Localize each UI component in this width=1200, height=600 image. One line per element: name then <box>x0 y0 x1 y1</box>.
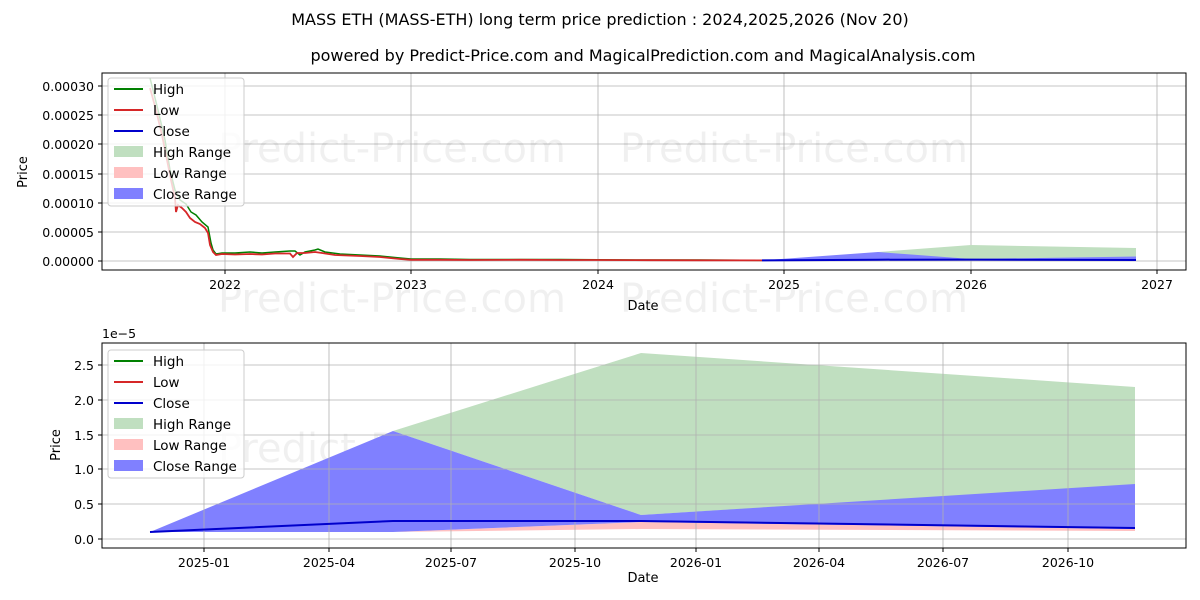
top-x-tick-labels: 2022 2023 2024 2025 2026 2027 <box>209 277 1173 292</box>
bottom-close-line <box>149 520 1136 533</box>
bottom-chart: Predict-Price.com Predict-Price.com <box>49 326 1187 586</box>
watermark: Predict-Price.com <box>218 276 566 322</box>
bottom-offset-label: 1e−5 <box>102 326 136 341</box>
svg-text:2026-04: 2026-04 <box>793 555 845 570</box>
legend-close-label: Close <box>153 396 190 412</box>
watermark: Predict-Price.com <box>620 126 968 172</box>
bottom-x-axis-label: Date <box>627 571 658 586</box>
legend-close-range-swatch <box>114 460 143 471</box>
top-grid <box>102 73 1186 270</box>
bottom-x-tick-labels: 2025-01 2025-04 2025-07 2025-10 2026-01 … <box>178 555 1094 570</box>
top-close-line <box>761 258 1137 262</box>
svg-text:2022: 2022 <box>209 277 241 292</box>
legend-high-range-swatch <box>114 418 143 429</box>
svg-text:2023: 2023 <box>395 277 427 292</box>
svg-text:1.5: 1.5 <box>74 428 94 443</box>
svg-text:2025-01: 2025-01 <box>178 555 230 570</box>
svg-text:2026: 2026 <box>955 277 987 292</box>
legend-high-range-label: High Range <box>153 417 231 433</box>
svg-text:0.00020: 0.00020 <box>42 137 94 152</box>
watermark: Predict-Price.com <box>218 126 566 172</box>
svg-text:0.00025: 0.00025 <box>42 108 94 123</box>
svg-text:2025-10: 2025-10 <box>549 555 601 570</box>
svg-text:2026-01: 2026-01 <box>670 555 722 570</box>
bottom-y-tick-labels: 2.5 2.0 1.5 1.0 0.5 0.0 <box>74 358 94 547</box>
legend-high-range-label: High Range <box>153 145 231 161</box>
chart-subtitle: powered by Predict-Price.com and Magical… <box>310 46 976 65</box>
legend-low-label: Low <box>153 103 180 119</box>
watermark: Predict-Price.com <box>620 276 968 322</box>
legend-close-range-label: Close Range <box>153 459 237 475</box>
legend-high-label: High <box>153 354 184 370</box>
legend-close-label: Close <box>153 124 190 140</box>
bottom-high-range-area <box>393 353 1135 515</box>
top-high-range-area <box>878 245 1136 259</box>
svg-text:0.5: 0.5 <box>74 497 94 512</box>
legend-high-label: High <box>153 82 184 98</box>
legend-low-label: Low <box>153 375 180 391</box>
bottom-legend: High Low Close High Range Low Range Clos… <box>107 349 245 479</box>
svg-text:0.00000: 0.00000 <box>42 254 94 269</box>
top-y-axis-label: Price <box>16 156 31 188</box>
svg-text:0.00030: 0.00030 <box>42 79 94 94</box>
chart-title: MASS ETH (MASS-ETH) long term price pred… <box>291 10 909 29</box>
legend-low-range-swatch <box>114 167 143 178</box>
bottom-grid <box>102 343 1186 548</box>
svg-text:2.5: 2.5 <box>74 358 94 373</box>
svg-text:2025: 2025 <box>768 277 800 292</box>
svg-text:2025-07: 2025-07 <box>425 555 477 570</box>
legend-low-range-label: Low Range <box>153 438 227 454</box>
bottom-close-range-area <box>150 431 1135 532</box>
top-axes-frame <box>101 72 1187 271</box>
svg-text:2027: 2027 <box>1141 277 1173 292</box>
top-close-range-area <box>762 252 1136 261</box>
svg-text:2026-10: 2026-10 <box>1042 555 1094 570</box>
svg-text:0.00015: 0.00015 <box>42 167 94 182</box>
svg-text:0.00005: 0.00005 <box>42 225 94 240</box>
legend-close-range-swatch <box>114 188 143 199</box>
top-legend: High Low Close High Range Low Range Clos… <box>107 77 245 207</box>
svg-text:2025-04: 2025-04 <box>303 555 355 570</box>
bottom-axes-frame <box>101 342 1187 549</box>
legend-high-range-swatch <box>114 146 143 157</box>
svg-text:0.00010: 0.00010 <box>42 196 94 211</box>
bottom-y-axis-label: Price <box>49 429 64 461</box>
legend-low-range-swatch <box>114 439 143 450</box>
svg-text:2024: 2024 <box>582 277 614 292</box>
legend-low-range-label: Low Range <box>153 166 227 182</box>
top-y-tick-labels: 0.00030 0.00025 0.00020 0.00015 0.00010 … <box>42 79 94 269</box>
svg-text:0.0: 0.0 <box>74 532 94 547</box>
legend-close-range-label: Close Range <box>153 187 237 203</box>
svg-text:2.0: 2.0 <box>74 393 94 408</box>
top-x-axis-label: Date <box>627 299 658 314</box>
svg-text:2026-07: 2026-07 <box>917 555 969 570</box>
bottom-low-range-area <box>393 522 1135 532</box>
svg-text:1.0: 1.0 <box>74 462 94 477</box>
top-chart: Predict-Price.com Predict-Price.com Pred… <box>16 72 1187 322</box>
